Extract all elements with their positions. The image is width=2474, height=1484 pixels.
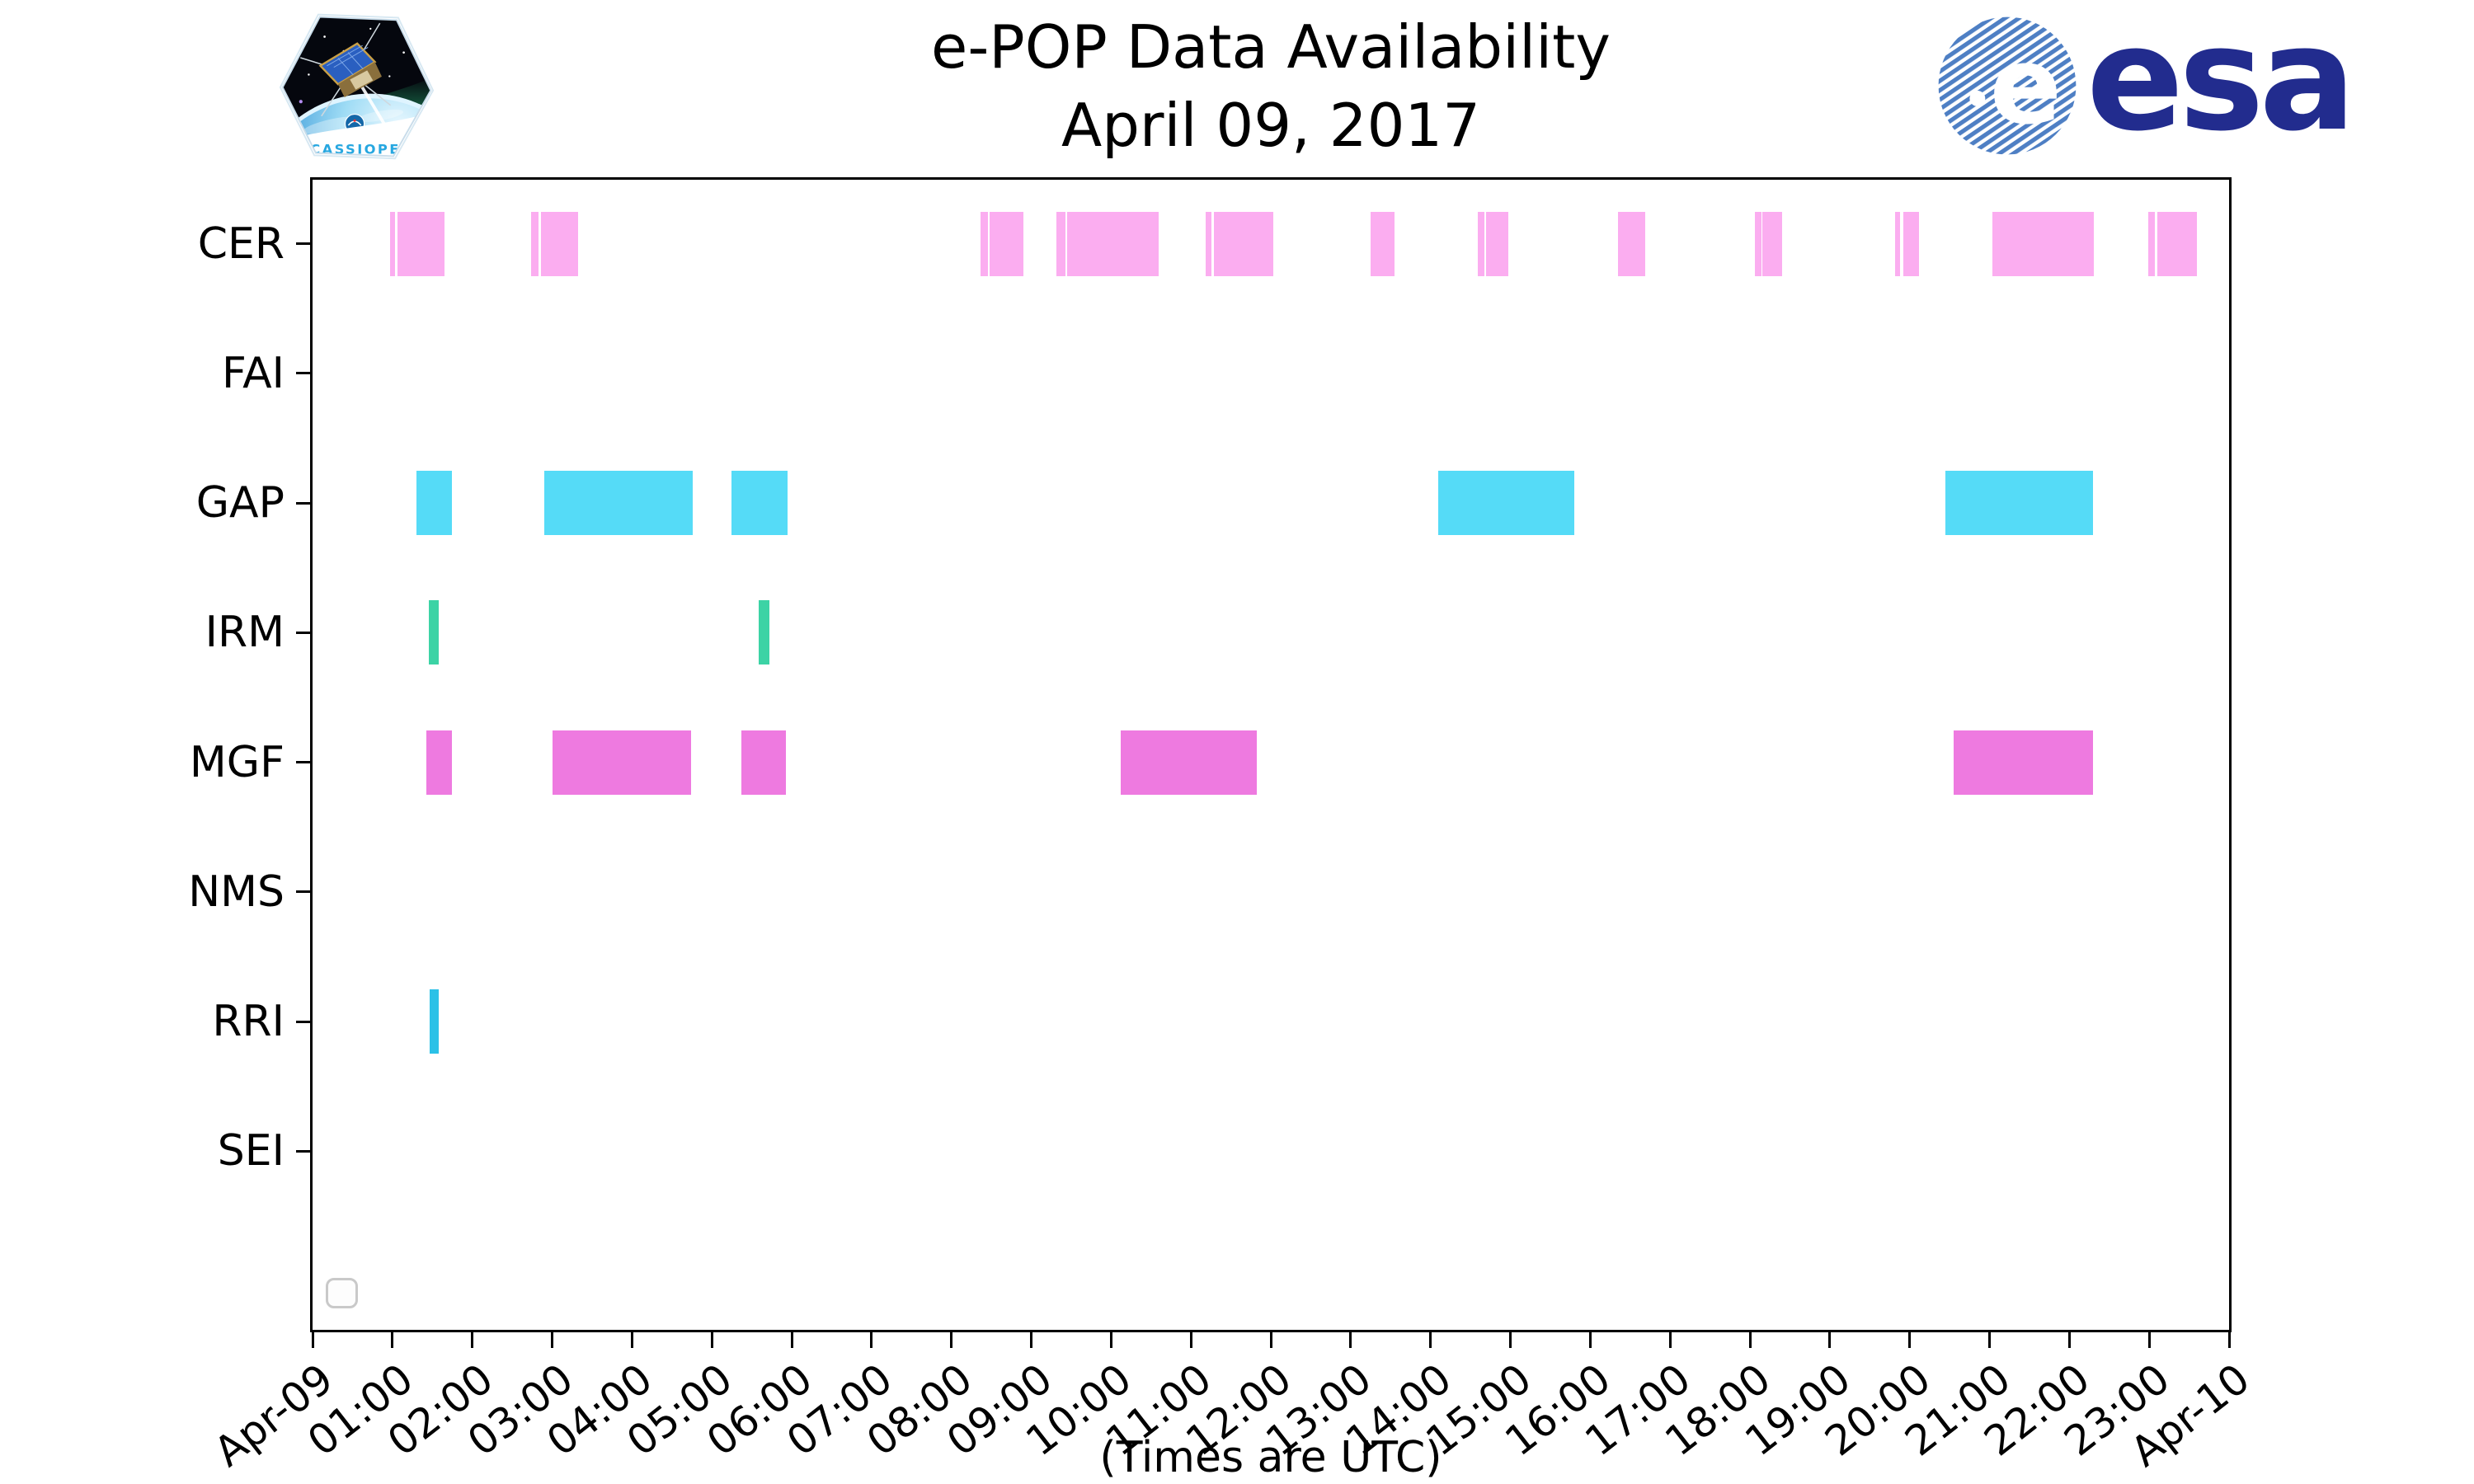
y-tick-mark [296,501,313,505]
x-tick-mark [2067,1330,2071,1348]
x-tick-mark [2147,1330,2151,1348]
availability-bar-cer [540,211,579,276]
x-tick-mark [391,1330,394,1348]
availability-bar-cer [2157,211,2198,276]
availability-bar-cer [1067,211,1159,276]
availability-bar-gap [543,471,693,536]
y-tick-label-nms: NMS [188,866,285,917]
x-tick-mark [790,1330,793,1348]
availability-bar-mgf [741,730,787,795]
availability-bar-cer [1205,211,1212,276]
availability-bar-rri [430,989,439,1054]
availability-bar-cer [1214,211,1273,276]
availability-bar-cer [1477,211,1484,276]
x-tick-mark [950,1330,953,1348]
availability-bar-cer [1992,211,2095,276]
y-tick-mark [296,761,313,764]
esa-wordmark: esa [2086,0,2356,163]
legend-box [326,1278,358,1308]
y-tick-mark [296,631,313,634]
y-tick-label-cer: CER [197,218,285,269]
availability-bar-irm [429,600,439,665]
esa-logo: e esa [1936,0,2356,163]
availability-bar-gap [1945,471,2094,536]
availability-bar-mgf [1953,730,2094,795]
y-tick-mark [296,242,313,246]
y-tick-label-fai: FAI [221,348,285,398]
x-tick-mark [1588,1330,1592,1348]
x-tick-mark [1349,1330,1352,1348]
x-axis-label: (Times are UTC) [1099,1433,1442,1482]
availability-bar-cer [981,211,989,276]
title-line-2: April 09, 2017 [1061,91,1481,161]
availability-bar-cer [990,211,1023,276]
y-tick-mark [296,890,313,894]
x-tick-mark [1908,1330,1912,1348]
availability-bar-cer [1762,211,1782,276]
y-tick-label-irm: IRM [205,608,285,658]
cassiope-badge-label: CASSIOPE [310,142,401,157]
chart-title: e-POP Data Availability April 09, 2017 [310,8,2232,165]
availability-bar-gap [731,471,788,536]
x-tick-mark [1030,1330,1032,1348]
availability-bar-irm [759,600,769,665]
x-tick-mark [1269,1330,1272,1348]
availability-bar-mgf [552,730,691,795]
esa-globe-letter: e [1990,25,2062,148]
availability-bar-cer [1754,211,1761,276]
availability-bar-gap [1438,471,1574,536]
x-tick-mark [311,1330,314,1348]
x-tick-mark [630,1330,633,1348]
x-tick-mark [471,1330,474,1348]
availability-bar-mgf [426,730,453,795]
x-tick-mark [1668,1330,1672,1348]
availability-bar-cer [1486,211,1508,276]
x-tick-mark [551,1330,553,1348]
esa-globe-icon: e [1938,16,2077,155]
availability-bar-cer [1903,211,1920,276]
x-tick-mark [2227,1330,2231,1348]
y-tick-mark [296,372,313,375]
y-tick-label-rri: RRI [212,997,285,1046]
y-tick-label-mgf: MGF [189,737,285,787]
x-tick-mark [1429,1330,1432,1348]
x-tick-mark [870,1330,873,1348]
x-tick-mark [710,1330,713,1348]
availability-bar-cer [531,211,539,276]
x-tick-mark [1988,1330,1991,1348]
x-tick-mark [1748,1330,1752,1348]
availability-bar-gap [416,471,453,536]
plot-area: Apr-09 01:00 02:00 03:00 04:00 05:00 06:00 07:0… [188,177,2259,1476]
availability-bar-cer [1371,211,1395,276]
x-tick-mark [1509,1330,1512,1348]
availability-bar-cer [389,211,395,276]
x-tick-mark [1189,1330,1192,1348]
availability-bar-cer [2148,211,2155,276]
x-tick-mark [1109,1330,1112,1348]
y-tick-mark [296,1149,313,1153]
availability-bar-cer [397,211,444,276]
y-tick-mark [296,1020,313,1023]
availability-bar-mgf [1120,730,1257,795]
y-tick-label-gap: GAP [195,478,285,528]
availability-bar-cer [1895,211,1901,276]
cassiope-badge-icon: CASSIOPE [277,7,435,165]
x-tick-mark [1828,1330,1832,1348]
y-tick-label-sei: SEI [217,1126,285,1176]
title-line-1: e-POP Data Availability [931,12,1611,82]
availability-bar-cer [1056,211,1066,276]
availability-bar-cer [1618,211,1646,276]
